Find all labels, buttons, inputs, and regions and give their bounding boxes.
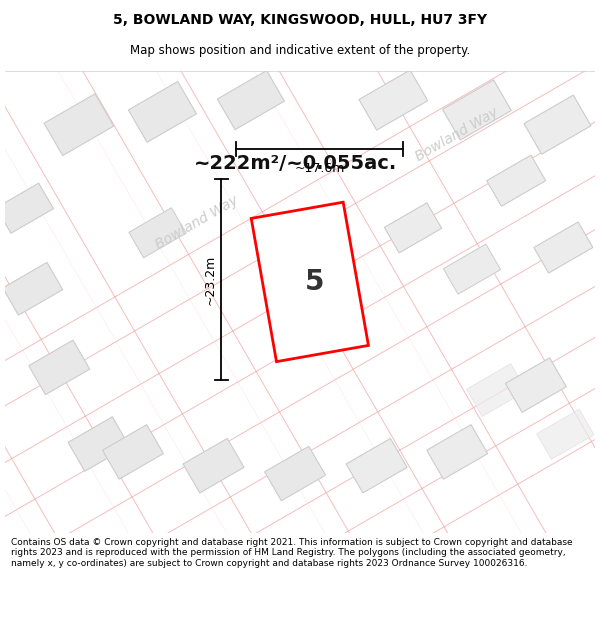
Text: 5: 5 — [305, 268, 325, 296]
Polygon shape — [251, 202, 368, 362]
Polygon shape — [103, 424, 163, 479]
Polygon shape — [443, 80, 511, 140]
Polygon shape — [524, 95, 591, 154]
Polygon shape — [467, 364, 527, 416]
Polygon shape — [3, 262, 62, 315]
Polygon shape — [536, 409, 594, 459]
Polygon shape — [68, 417, 129, 471]
Text: Contains OS data © Crown copyright and database right 2021. This information is : Contains OS data © Crown copyright and d… — [11, 538, 572, 568]
Polygon shape — [0, 183, 53, 233]
Polygon shape — [129, 208, 186, 258]
Polygon shape — [29, 340, 90, 394]
Text: 5, BOWLAND WAY, KINGSWOOD, HULL, HU7 3FY: 5, BOWLAND WAY, KINGSWOOD, HULL, HU7 3FY — [113, 12, 487, 27]
Polygon shape — [346, 438, 407, 493]
Polygon shape — [534, 222, 593, 273]
Text: ~222m²/~0.055ac.: ~222m²/~0.055ac. — [193, 154, 397, 174]
Text: Bowland Way: Bowland Way — [153, 194, 241, 252]
Polygon shape — [427, 424, 488, 479]
Polygon shape — [183, 438, 244, 493]
Polygon shape — [443, 244, 500, 294]
Polygon shape — [217, 71, 284, 129]
Polygon shape — [487, 155, 545, 206]
Polygon shape — [385, 202, 442, 253]
Text: Bowland Way: Bowland Way — [413, 105, 501, 164]
Text: ~17.6m: ~17.6m — [295, 162, 345, 175]
Text: ~23.2m: ~23.2m — [203, 254, 217, 304]
Polygon shape — [359, 70, 428, 130]
Text: Map shows position and indicative extent of the property.: Map shows position and indicative extent… — [130, 44, 470, 58]
Polygon shape — [505, 358, 566, 412]
Polygon shape — [44, 94, 114, 156]
Polygon shape — [128, 81, 196, 142]
Polygon shape — [265, 446, 326, 501]
